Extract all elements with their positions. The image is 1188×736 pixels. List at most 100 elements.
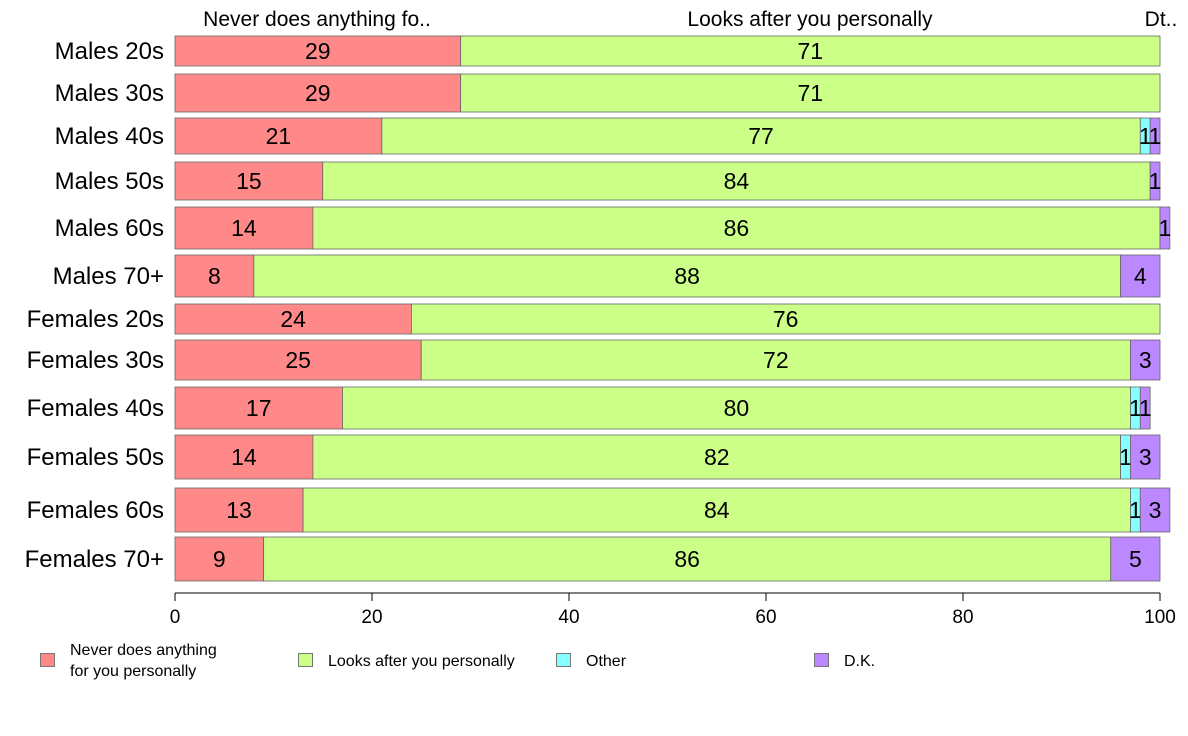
- data-label: 1: [1119, 444, 1132, 470]
- bar-males-50s-never-does-anything-for-you-personally: [174, 161, 324, 201]
- bar-males-70-looks-after-you-personally: [253, 254, 1121, 298]
- data-label: 14: [231, 215, 257, 241]
- x-tick-label: 40: [558, 607, 579, 628]
- data-label: 29: [305, 80, 331, 106]
- bar-males-30s-looks-after-you-personally: [460, 73, 1161, 113]
- data-label: 76: [773, 306, 799, 332]
- legend-item-looks-after: Looks after you personally: [298, 640, 515, 672]
- bar-males-20s-never-does-anything-for-you-personally: [174, 35, 462, 67]
- top-series-label: Never does anything fo..: [203, 8, 431, 31]
- legend-swatch-looks-after: [298, 653, 313, 667]
- legend-label-other: Other: [586, 653, 627, 670]
- x-tick-label: 0: [170, 607, 181, 628]
- bar-females-50s-never-does-anything-for-you-personally: [174, 434, 314, 480]
- data-label: 24: [280, 306, 306, 332]
- bar-females-70-d-k: [1110, 536, 1161, 582]
- bar-females-20s-looks-after-you-personally: [410, 303, 1161, 335]
- data-label: 80: [724, 395, 750, 421]
- data-label: 17: [246, 395, 272, 421]
- legend-label-dk: D.K.: [844, 653, 876, 670]
- category-label: Females 50s: [27, 444, 164, 471]
- legend-item-dk: D.K.: [814, 640, 875, 672]
- data-label: 88: [674, 263, 700, 289]
- bar-females-40s-never-does-anything-for-you-personally: [174, 386, 343, 430]
- bar-females-40s-looks-after-you-personally: [342, 386, 1131, 430]
- data-label: 1: [1159, 215, 1172, 241]
- data-label: 13: [226, 497, 252, 523]
- data-label: 21: [266, 123, 292, 149]
- bar-females-60s-never-does-anything-for-you-personally: [174, 487, 304, 533]
- bar-males-40s-d-k: [1149, 117, 1161, 155]
- legend-item-other: Other: [556, 640, 626, 672]
- data-label: 77: [748, 123, 774, 149]
- legend-swatch-dk: [814, 653, 829, 667]
- data-label: 29: [305, 38, 331, 64]
- legend: Never does anything for you personally L…: [0, 640, 1188, 690]
- bar-males-50s-d-k: [1149, 161, 1161, 201]
- x-tick-label: 100: [1144, 607, 1176, 628]
- data-label: 72: [763, 347, 789, 373]
- bar-males-60s-looks-after-you-personally: [312, 206, 1161, 250]
- category-label: Males 40s: [55, 123, 164, 150]
- data-label: 1: [1149, 123, 1162, 149]
- data-label: 5: [1129, 546, 1142, 572]
- data-label: 82: [704, 444, 730, 470]
- legend-swatch-other: [556, 653, 571, 667]
- category-label: Females 40s: [27, 395, 164, 422]
- bar-females-60s-looks-after-you-personally: [302, 487, 1131, 533]
- category-label: Males 70+: [53, 263, 164, 290]
- x-tick-label: 20: [361, 607, 382, 628]
- data-label: 1: [1139, 395, 1152, 421]
- category-label: Males 30s: [55, 80, 164, 107]
- data-label: 1: [1139, 123, 1152, 149]
- category-label: Females 30s: [27, 347, 164, 374]
- top-series-label: Dt..: [1145, 8, 1178, 31]
- category-label: Females 70+: [25, 546, 164, 573]
- bar-males-70-d-k: [1120, 254, 1161, 298]
- legend-label-never: Never does anything for you personally: [70, 642, 217, 680]
- category-label: Males 50s: [55, 168, 164, 195]
- bar-females-50s-d-k: [1130, 434, 1161, 480]
- bar-females-30s-looks-after-you-personally: [420, 339, 1131, 381]
- data-label: 84: [704, 497, 730, 523]
- data-label: 4: [1134, 263, 1147, 289]
- x-tick-label: 80: [952, 607, 973, 628]
- bar-females-50s-looks-after-you-personally: [312, 434, 1122, 480]
- data-label: 3: [1139, 444, 1152, 470]
- legend-swatch-never: [40, 653, 55, 667]
- bar-males-40s-never-does-anything-for-you-personally: [174, 117, 383, 155]
- bar-males-70-never-does-anything-for-you-personally: [174, 254, 255, 298]
- data-label: 71: [798, 80, 824, 106]
- data-label: 86: [674, 546, 700, 572]
- legend-label-looks-after: Looks after you personally: [328, 653, 515, 670]
- top-series-label: Looks after you personally: [687, 8, 933, 31]
- category-label: Females 60s: [27, 497, 164, 524]
- data-label: 25: [285, 347, 311, 373]
- bar-males-40s-looks-after-you-personally: [381, 117, 1141, 155]
- bar-males-60s-d-k: [1159, 206, 1171, 250]
- data-label: 8: [208, 263, 221, 289]
- bar-females-30s-d-k: [1130, 339, 1161, 381]
- data-label: 3: [1149, 497, 1162, 523]
- bar-females-60s-d-k: [1139, 487, 1171, 533]
- category-label: Males 60s: [55, 215, 164, 242]
- legend-item-never: Never does anything for you personally: [40, 640, 217, 682]
- bar-males-30s-never-does-anything-for-you-personally: [174, 73, 462, 113]
- data-label: 1: [1149, 168, 1162, 194]
- data-label: 86: [724, 215, 750, 241]
- bar-females-70-looks-after-you-personally: [263, 536, 1112, 582]
- bar-females-70-never-does-anything-for-you-personally: [174, 536, 265, 582]
- data-label: 14: [231, 444, 257, 470]
- data-label: 15: [236, 168, 262, 194]
- data-label: 84: [724, 168, 750, 194]
- data-label: 3: [1139, 347, 1152, 373]
- bar-males-20s-looks-after-you-personally: [460, 35, 1161, 67]
- data-label: 1: [1129, 497, 1142, 523]
- x-tick-label: 60: [755, 607, 776, 628]
- data-label: 9: [213, 546, 226, 572]
- category-label: Males 20s: [55, 38, 164, 65]
- data-label: 1: [1129, 395, 1142, 421]
- data-label: 71: [798, 38, 824, 64]
- category-label: Females 20s: [27, 306, 164, 333]
